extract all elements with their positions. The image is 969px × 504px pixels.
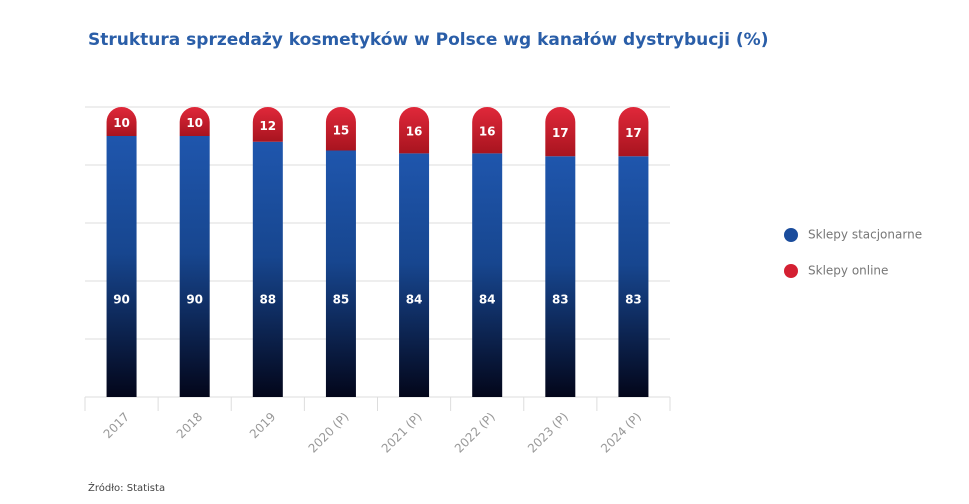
- legend-marker: [784, 264, 798, 278]
- bar-segment: [545, 156, 576, 397]
- bar-segment: [618, 156, 649, 397]
- bar-segment: [399, 107, 430, 154]
- bar-segment: [106, 107, 137, 136]
- legend-marker: [784, 228, 798, 242]
- value-label: 15: [333, 123, 350, 137]
- legend-label: Sklepy stacjonarne: [808, 228, 922, 242]
- value-label: 12: [259, 119, 276, 133]
- value-label: 10: [113, 116, 130, 130]
- value-label: 88: [259, 293, 276, 307]
- bar-segment: [399, 153, 430, 397]
- x-tick-label: 2024 (P): [598, 410, 644, 456]
- value-label: 16: [479, 125, 496, 139]
- bar-segment: [472, 153, 503, 397]
- value-label: 16: [406, 125, 423, 139]
- legend-label: Sklepy online: [808, 264, 888, 278]
- x-tick-label: 2022 (P): [452, 410, 498, 456]
- x-tick-label: 2021 (P): [379, 410, 425, 456]
- value-label: 84: [479, 293, 496, 307]
- bar-segment: [545, 107, 576, 157]
- value-label: 83: [552, 293, 569, 307]
- bar-segment: [106, 136, 137, 397]
- x-tick-label: 2017: [101, 410, 132, 441]
- value-label: 10: [186, 116, 203, 130]
- value-label: 90: [113, 293, 130, 307]
- bar-segment: [252, 141, 283, 397]
- value-label: 85: [333, 293, 350, 307]
- bar-segment: [252, 107, 283, 142]
- source: Źródło: Statista: [88, 481, 165, 494]
- bar-segment: [179, 107, 210, 136]
- x-tick-label: 2019: [247, 410, 278, 441]
- value-label: 17: [625, 126, 642, 140]
- value-label: 84: [406, 293, 423, 307]
- chart-title: Struktura sprzedaży kosmetyków w Polsce …: [88, 30, 769, 50]
- x-tick-label: 2020 (P): [306, 410, 352, 456]
- bar-segment: [325, 150, 356, 397]
- x-tick-label: 2023 (P): [525, 410, 571, 456]
- bar-segment: [618, 107, 649, 157]
- value-label: 83: [625, 293, 642, 307]
- value-label: 17: [552, 126, 569, 140]
- bar-segment: [325, 107, 356, 151]
- bar-segment: [472, 107, 503, 154]
- x-tick-label: 2018: [174, 410, 205, 441]
- bar-segment: [179, 136, 210, 397]
- value-label: 90: [186, 293, 203, 307]
